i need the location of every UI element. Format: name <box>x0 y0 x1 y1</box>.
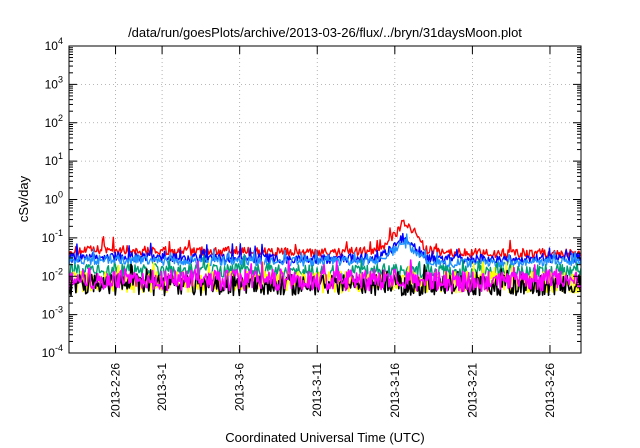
x-tick-label: 2013-3-21 <box>465 363 479 418</box>
y-tick-label: 103 <box>45 74 63 91</box>
y-tick-label: 102 <box>45 113 63 130</box>
axis-ticks <box>69 45 581 354</box>
y-tick-label: 104 <box>45 36 63 53</box>
y-tick-label: 10-2 <box>42 266 63 283</box>
series-line-7 <box>69 259 581 293</box>
x-tick-label: 2013-3-26 <box>543 363 557 418</box>
y-axis-tick-labels: 10-4 10-3 10-2 10-1 100 101 102 103 104 <box>42 36 63 360</box>
y-axis-title: cSv/day <box>16 175 31 222</box>
y-tick-label: 10-4 <box>42 343 63 360</box>
x-tick-label: 2013-3-16 <box>388 363 402 418</box>
y-tick-label: 10-3 <box>42 305 63 322</box>
x-axis-tick-labels: 2013-2-26 2013-3-1 2013-3-6 2013-3-11 2013-3… <box>109 363 557 418</box>
x-axis-title: Coordinated Universal Time (UTC) <box>225 430 424 445</box>
grid-lines <box>69 46 581 353</box>
y-tick-label: 10-1 <box>42 228 63 245</box>
chart-title: /data/run/goesPlots/archive/2013-03-26/f… <box>128 25 522 40</box>
series-line-1 <box>69 219 581 259</box>
y-tick-label: 100 <box>45 190 63 207</box>
x-tick-label: 2013-3-1 <box>155 363 169 411</box>
x-tick-label: 2013-3-6 <box>233 363 247 411</box>
x-tick-label: 2013-3-11 <box>310 363 324 417</box>
y-tick-label: 101 <box>45 151 63 168</box>
series-layer <box>69 219 581 297</box>
x-tick-label: 2013-2-26 <box>109 363 123 418</box>
